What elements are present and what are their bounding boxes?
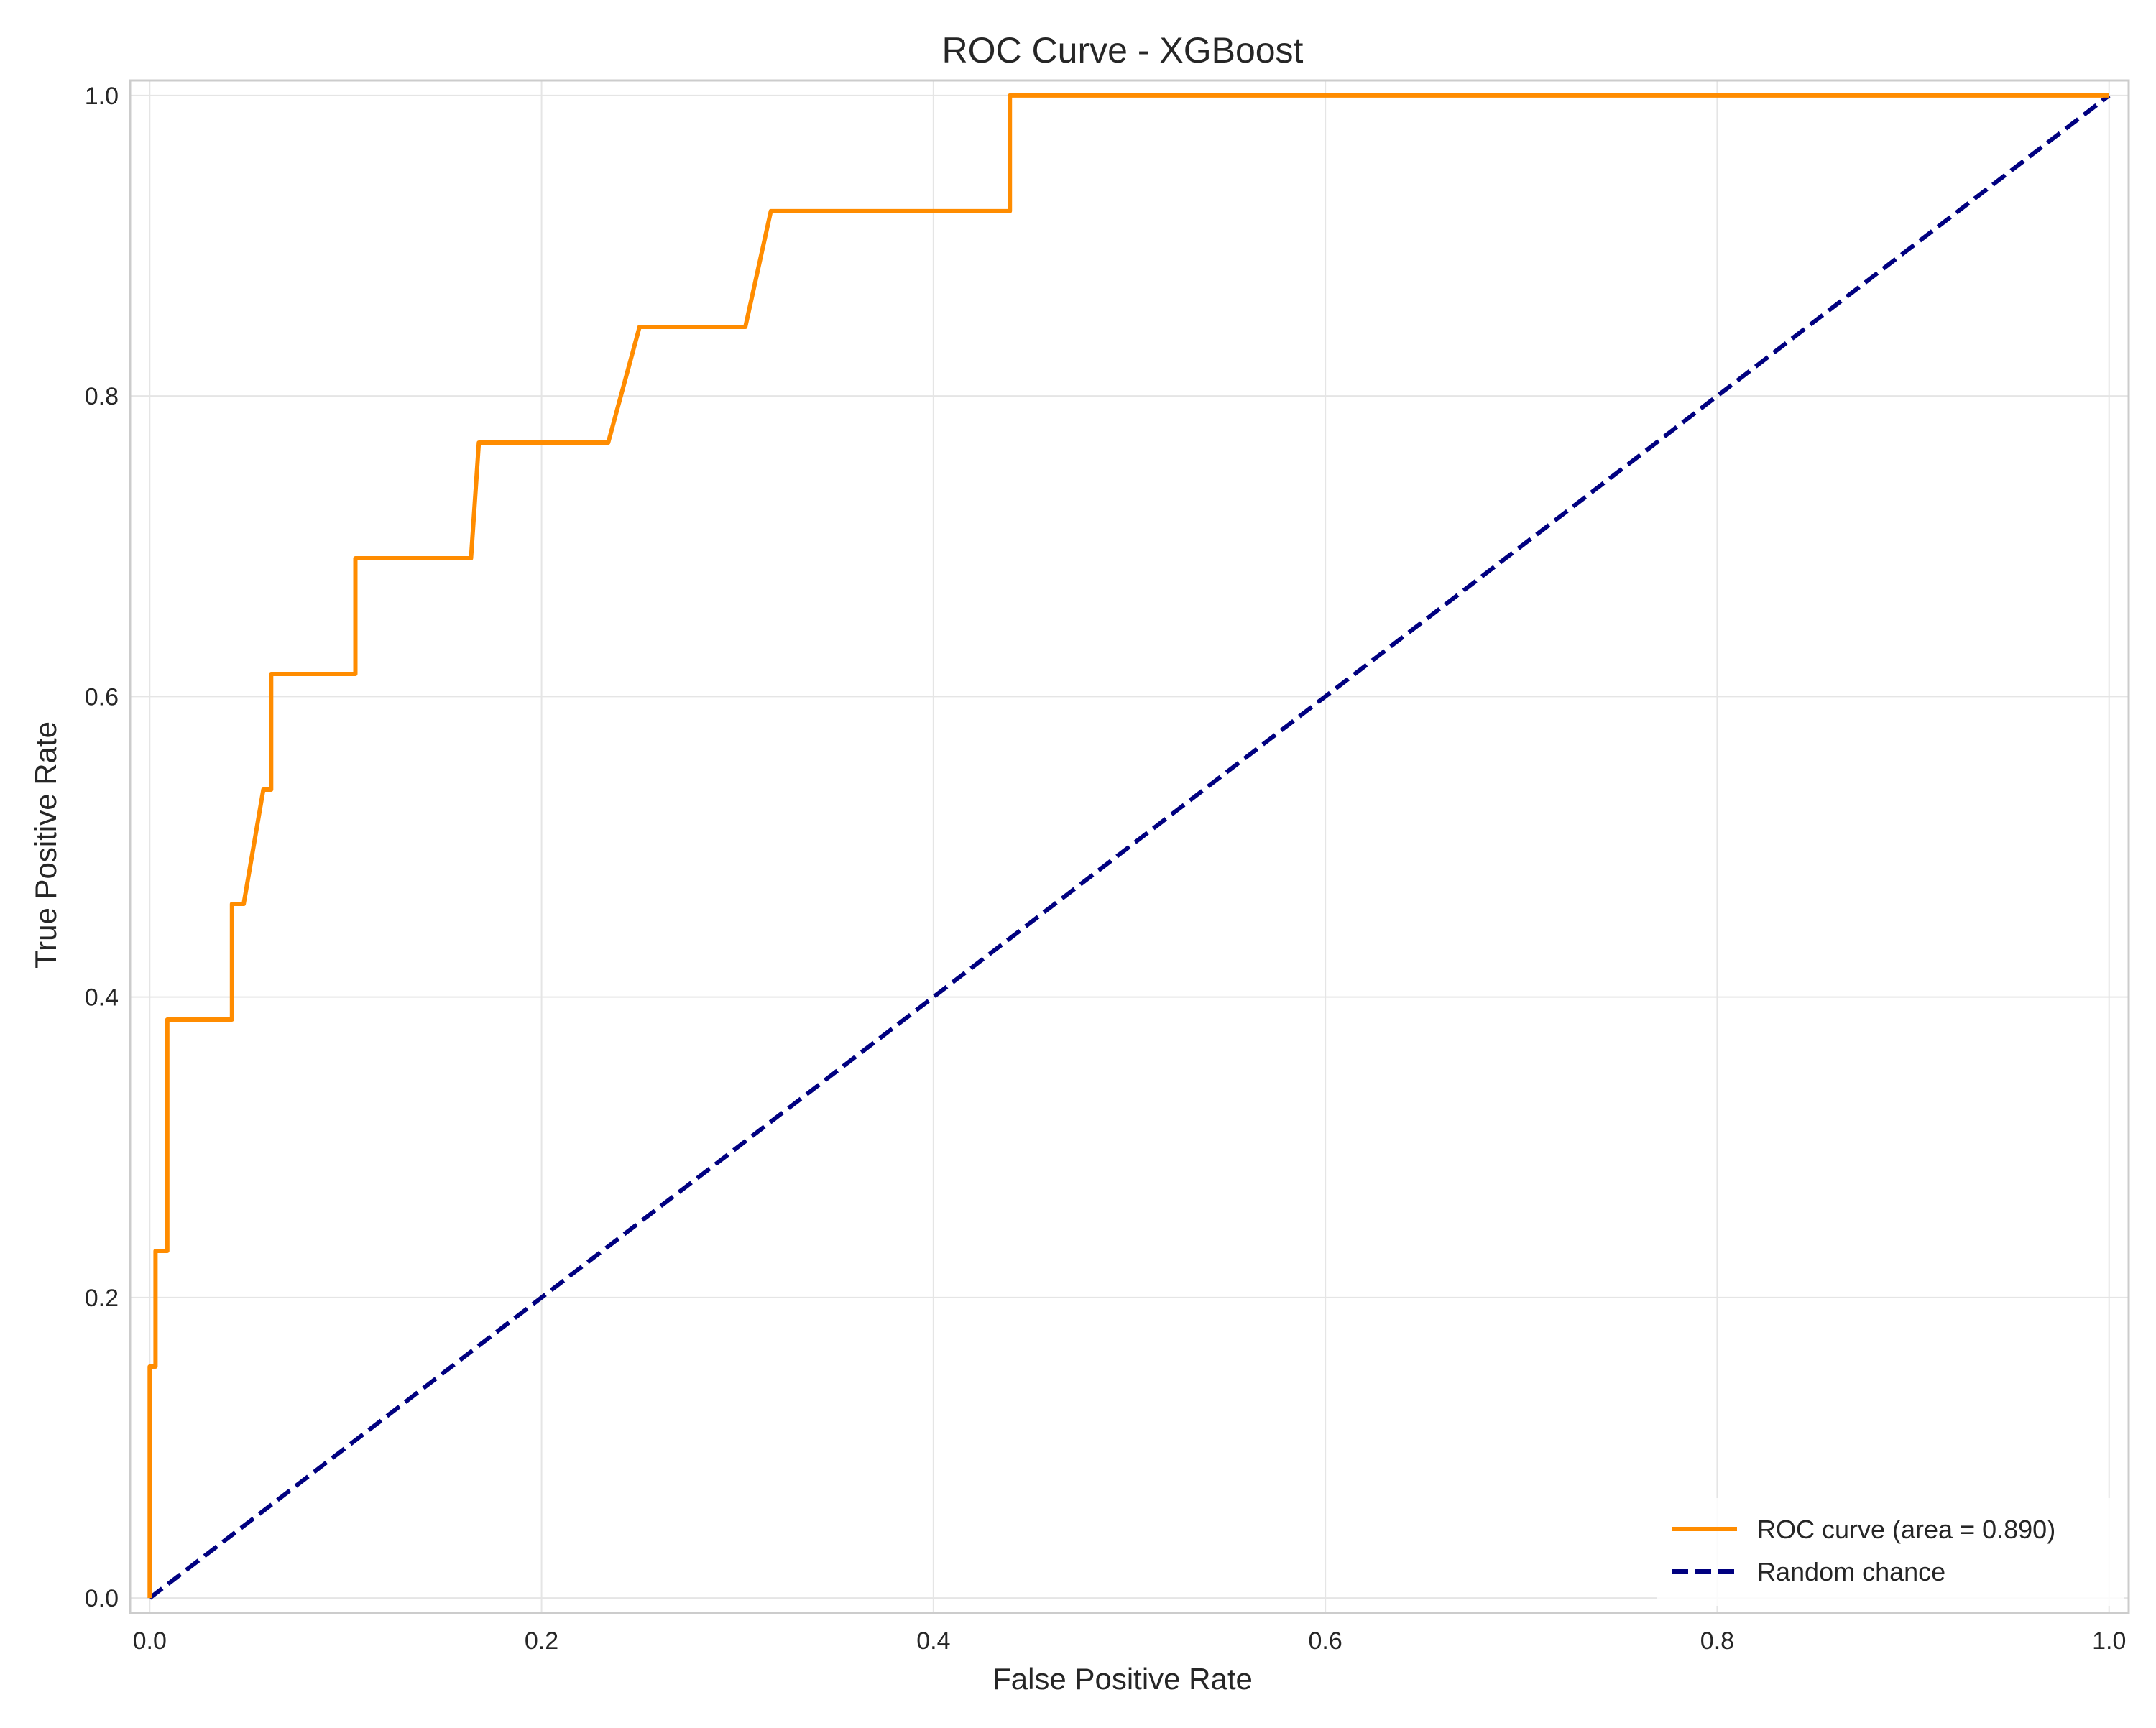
- legend-label-roc: ROC curve (area = 0.890): [1757, 1515, 2055, 1544]
- y-tick-label: 0.4: [85, 984, 119, 1012]
- legend-label-random: Random chance: [1757, 1557, 1945, 1586]
- x-tick-label: 0.8: [1700, 1627, 1734, 1655]
- grid: [130, 80, 2129, 1613]
- y-tick-label: 0.8: [85, 383, 119, 410]
- x-tick-label: 1.0: [2092, 1627, 2126, 1655]
- x-tick-label: 0.6: [1309, 1627, 1342, 1655]
- y-tick-label: 0.0: [85, 1585, 119, 1612]
- y-tick-label: 1.0: [85, 83, 119, 110]
- y-axis-label: True Positive Rate: [29, 721, 63, 969]
- legend: ROC curve (area = 0.890) Random chance: [1657, 1498, 2124, 1606]
- plot-frame: [129, 79, 2130, 1614]
- y-tick-label: 0.6: [85, 683, 119, 711]
- legend-box: [1657, 1498, 2124, 1606]
- x-tick-label: 0.4: [916, 1627, 950, 1655]
- y-tick-label: 0.2: [85, 1285, 119, 1312]
- random-chance-line: [148, 93, 2111, 1600]
- x-tick-label: 0.2: [525, 1627, 558, 1655]
- x-tick-label: 0.0: [133, 1627, 167, 1655]
- x-axis-label: False Positive Rate: [992, 1662, 1253, 1696]
- series-layer: [147, 93, 2111, 1600]
- chart-title: ROC Curve - XGBoost: [942, 30, 1304, 70]
- roc-curve-line: [147, 93, 2109, 1599]
- tick-labels: 0.0 0.2 0.4 0.6 0.8 1.0 0.0 0.2 0.4 0.6 0.8 1.0: [85, 83, 2127, 1655]
